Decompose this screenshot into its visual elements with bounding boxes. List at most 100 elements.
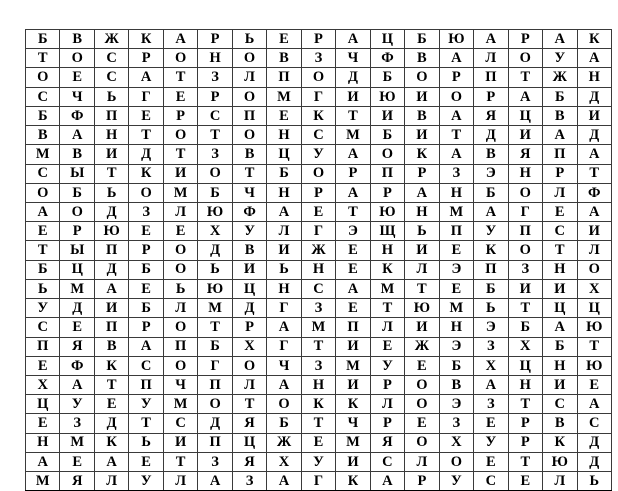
grid-cell[interactable]: Ь [93, 182, 130, 203]
grid-cell[interactable]: Э [473, 163, 509, 184]
grid-cell[interactable]: Т [93, 374, 130, 396]
grid-cell[interactable]: К [473, 240, 509, 261]
grid-cell[interactable]: О [300, 67, 337, 88]
grid-cell[interactable]: В [473, 144, 509, 165]
grid-cell[interactable]: Г [300, 221, 337, 242]
grid-cell[interactable]: Т [335, 105, 371, 127]
grid-cell[interactable]: В [59, 144, 95, 165]
grid-cell[interactable]: О [24, 67, 61, 88]
grid-cell[interactable]: М [24, 471, 61, 491]
grid-cell[interactable]: Т [197, 125, 233, 146]
grid-cell[interactable]: Н [507, 374, 544, 396]
grid-cell[interactable]: Б [507, 317, 544, 338]
grid-cell[interactable]: Е [300, 201, 337, 223]
grid-cell[interactable]: Е [576, 374, 612, 396]
grid-cell[interactable]: М [162, 394, 199, 415]
grid-cell[interactable]: К [335, 394, 371, 415]
grid-cell[interactable]: И [231, 259, 268, 280]
grid-cell[interactable]: Я [369, 432, 406, 453]
grid-cell[interactable]: Р [507, 432, 544, 453]
grid-cell[interactable]: З [300, 48, 337, 69]
grid-cell[interactable]: Ч [231, 182, 268, 203]
grid-cell[interactable]: О [197, 394, 233, 415]
grid-cell[interactable]: П [128, 374, 164, 396]
grid-cell[interactable]: Ь [404, 221, 440, 242]
grid-cell[interactable]: Е [128, 278, 164, 300]
grid-cell[interactable]: А [59, 374, 95, 396]
grid-cell[interactable]: Л [231, 374, 268, 396]
grid-cell[interactable]: О [404, 394, 440, 415]
grid-cell[interactable]: А [542, 125, 578, 146]
grid-cell[interactable]: Н [300, 259, 337, 280]
grid-cell[interactable]: В [59, 28, 95, 50]
grid-cell[interactable]: К [542, 432, 578, 453]
grid-cell[interactable]: О [162, 259, 199, 280]
grid-cell[interactable]: В [266, 48, 302, 69]
grid-cell[interactable]: У [128, 394, 164, 415]
grid-cell[interactable]: А [576, 48, 612, 69]
grid-cell[interactable]: Т [128, 413, 164, 434]
grid-cell[interactable]: Ф [369, 48, 406, 69]
grid-cell[interactable]: Т [162, 144, 199, 165]
grid-cell[interactable]: А [542, 317, 578, 338]
grid-cell[interactable]: Д [335, 67, 371, 88]
grid-cell[interactable]: Б [473, 278, 509, 300]
grid-cell[interactable]: З [197, 144, 233, 165]
grid-cell[interactable]: Р [404, 163, 440, 184]
grid-cell[interactable]: М [24, 144, 61, 165]
grid-cell[interactable]: Т [507, 451, 544, 473]
grid-cell[interactable]: Е [404, 355, 440, 376]
grid-cell[interactable]: В [231, 240, 268, 261]
grid-cell[interactable]: А [576, 201, 612, 223]
grid-cell[interactable]: С [197, 105, 233, 127]
grid-cell[interactable]: З [473, 336, 509, 357]
grid-cell[interactable]: П [93, 317, 130, 338]
grid-cell[interactable]: Р [404, 471, 440, 491]
grid-cell[interactable]: Р [128, 48, 164, 69]
grid-cell[interactable]: Р [438, 67, 475, 88]
grid-cell[interactable]: В [24, 125, 61, 146]
grid-cell[interactable]: Г [300, 471, 337, 491]
grid-cell[interactable]: Я [59, 471, 95, 491]
grid-cell[interactable]: А [542, 28, 578, 50]
grid-cell[interactable]: С [542, 221, 578, 242]
grid-cell[interactable]: Ч [335, 413, 371, 434]
grid-cell[interactable]: М [438, 201, 475, 223]
grid-cell[interactable]: У [438, 471, 475, 491]
grid-cell[interactable]: Б [266, 413, 302, 434]
grid-cell[interactable]: Я [507, 144, 544, 165]
grid-cell[interactable]: Ю [576, 317, 612, 338]
grid-cell[interactable]: Х [507, 336, 544, 357]
grid-cell[interactable]: Э [335, 221, 371, 242]
grid-cell[interactable]: У [128, 471, 164, 491]
grid-cell[interactable]: Т [369, 298, 406, 319]
grid-cell[interactable]: У [542, 48, 578, 69]
grid-cell[interactable]: Ц [231, 278, 268, 300]
grid-cell[interactable]: К [300, 105, 337, 127]
grid-cell[interactable]: Т [24, 48, 61, 69]
grid-cell[interactable]: Т [93, 163, 130, 184]
grid-cell[interactable]: Ч [335, 48, 371, 69]
grid-cell[interactable]: Ч [59, 86, 95, 107]
grid-cell[interactable]: Е [128, 105, 164, 127]
grid-cell[interactable]: Н [93, 125, 130, 146]
grid-cell[interactable]: Б [197, 336, 233, 357]
grid-cell[interactable]: З [473, 394, 509, 415]
grid-cell[interactable]: Н [507, 163, 544, 184]
grid-cell[interactable]: Ж [404, 336, 440, 357]
grid-cell[interactable]: О [404, 432, 440, 453]
grid-cell[interactable]: Ф [231, 201, 268, 223]
grid-cell[interactable]: П [507, 221, 544, 242]
grid-cell[interactable]: Д [93, 413, 130, 434]
grid-cell[interactable]: Я [59, 336, 95, 357]
grid-cell[interactable]: Л [162, 201, 199, 223]
grid-cell[interactable]: П [369, 163, 406, 184]
grid-cell[interactable]: Е [473, 451, 509, 473]
grid-cell[interactable]: П [335, 317, 371, 338]
grid-cell[interactable]: Б [542, 86, 578, 107]
grid-cell[interactable]: Ч [162, 374, 199, 396]
grid-cell[interactable]: Р [369, 182, 406, 203]
grid-cell[interactable]: А [162, 28, 199, 50]
grid-cell[interactable]: Р [162, 105, 199, 127]
